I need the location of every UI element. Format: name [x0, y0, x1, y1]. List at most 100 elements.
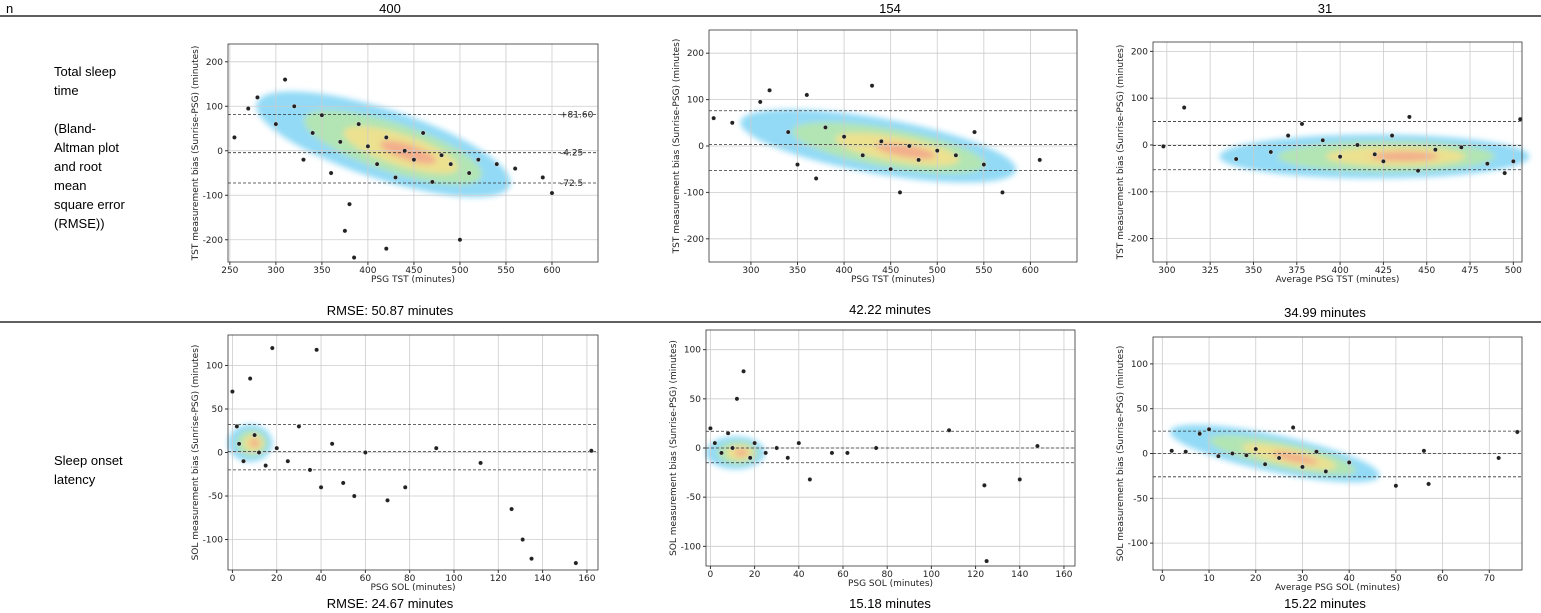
point [236, 441, 242, 447]
x-tick-label: 450 [882, 266, 899, 276]
point [374, 161, 380, 167]
x-tick-label: 30 [1297, 574, 1309, 584]
x-tick-label: 250 [221, 266, 238, 276]
point [1197, 431, 1203, 437]
y-axis-label: SOL measurement bias (Sunrise-PSG) (minu… [191, 345, 201, 561]
density-level [874, 142, 936, 159]
x-tick-label: 550 [975, 266, 992, 276]
x-tick-label: 80 [881, 570, 893, 580]
y-tick-label: 200 [206, 58, 223, 68]
x-tick-label: 400 [359, 266, 376, 276]
point [1037, 157, 1043, 163]
point [845, 450, 850, 456]
point [734, 396, 740, 402]
point [711, 115, 717, 121]
x-tick-label: 350 [1245, 266, 1262, 276]
x-tick-label: 500 [929, 266, 946, 276]
point [285, 458, 291, 464]
y-tick-label: 50 [212, 405, 224, 415]
caption: 15.18 minutes [849, 596, 931, 611]
x-tick-label: 160 [1055, 570, 1072, 580]
x-tick-label: 450 [405, 266, 422, 276]
y-tick-label: -200 [684, 235, 705, 245]
point [478, 460, 483, 466]
point [1415, 168, 1421, 174]
header-count: 31 [1317, 1, 1333, 16]
point [433, 445, 439, 451]
point [1320, 137, 1326, 143]
point [1421, 448, 1427, 454]
y-tick-label: -50 [208, 492, 223, 502]
x-tick-label: 70 [1484, 574, 1496, 584]
y-axis-label: TST measurement bias (Sunrise-PSG) (minu… [191, 46, 201, 262]
point [1268, 149, 1274, 155]
point [741, 368, 746, 374]
x-tick-label: 400 [835, 266, 852, 276]
point [1346, 460, 1352, 465]
y-tick-label: 200 [687, 49, 704, 59]
y-tick-label: 100 [1131, 94, 1148, 104]
point [1337, 154, 1343, 160]
limit-label: -4.25 [560, 149, 583, 159]
x-tick-label: 500 [1505, 266, 1522, 276]
point [365, 143, 371, 149]
point [916, 157, 922, 163]
x-tick-label: 20 [749, 570, 761, 580]
y-tick-label: -50 [686, 493, 701, 503]
y-tick-label: 100 [206, 102, 223, 112]
x-tick-label: 0 [708, 570, 714, 580]
point [1484, 161, 1490, 167]
y-tick-label: 0 [217, 147, 223, 157]
y-axis-label: TST measurement bias (Sunrise-PSG) (minu… [1116, 45, 1126, 261]
point [319, 112, 325, 118]
point [719, 450, 724, 456]
caption: RMSE: 24.67 minutes [326, 596, 454, 611]
point [708, 425, 713, 431]
point [1406, 114, 1412, 120]
y-tick-label: -100 [681, 542, 702, 552]
point [439, 152, 444, 158]
point [1253, 446, 1259, 452]
point [383, 135, 389, 140]
y-tick-label: 50 [690, 395, 702, 405]
y-tick-label: 100 [1131, 360, 1148, 370]
y-tick-label: -100 [1128, 188, 1149, 198]
point [1233, 156, 1239, 162]
point [1230, 451, 1235, 456]
caption: RMSE: 50.87 minutes [326, 303, 454, 318]
y-tick-label: -200 [1128, 235, 1149, 245]
point [573, 560, 579, 566]
y-tick-label: 0 [695, 444, 701, 454]
point [383, 246, 389, 252]
point [351, 493, 357, 499]
point [1496, 455, 1502, 461]
plot-frame [1152, 41, 1523, 263]
point [906, 143, 912, 149]
point [255, 94, 260, 100]
y-tick-label: -200 [203, 236, 224, 246]
point [245, 106, 251, 111]
point [241, 458, 246, 464]
x-tick-label: 20 [271, 574, 283, 584]
density-level [1272, 451, 1319, 465]
x-tick-label: 350 [789, 266, 806, 276]
point [588, 448, 594, 454]
point [1299, 121, 1305, 127]
plot-frame [708, 29, 1078, 263]
point [897, 189, 903, 195]
point [347, 201, 352, 207]
point [429, 179, 435, 185]
y-tick-label: -100 [684, 188, 705, 198]
point [946, 427, 952, 433]
point [340, 480, 346, 486]
point [328, 170, 334, 176]
point [774, 445, 780, 451]
point [314, 347, 320, 353]
x-axis-label: PSG SOL (minutes) [370, 583, 455, 593]
point [291, 103, 297, 109]
y-tick-label: 0 [217, 449, 223, 459]
point [1300, 464, 1305, 470]
point [763, 450, 769, 456]
point [767, 87, 772, 93]
